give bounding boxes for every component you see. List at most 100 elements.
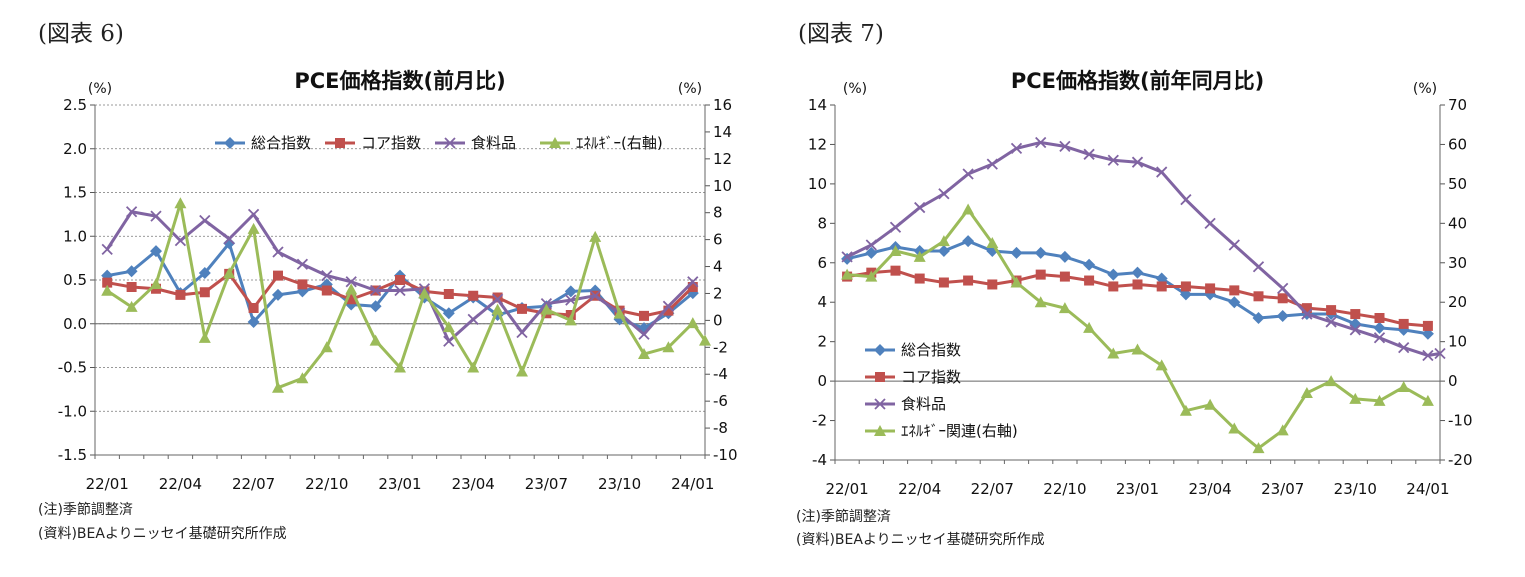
y-tick-label-right: 0	[1448, 372, 1458, 390]
y-tick-label-right: 40	[1448, 214, 1467, 232]
y-tick-label-left: -2	[812, 412, 827, 430]
data-point	[150, 278, 162, 290]
data-point	[442, 321, 455, 333]
data-point	[1058, 250, 1071, 263]
data-point	[963, 275, 974, 286]
data-point	[1229, 285, 1240, 296]
data-point	[174, 234, 187, 247]
y-tick-label-right: 2	[713, 284, 723, 302]
data-point	[1252, 261, 1265, 273]
data-point	[174, 197, 187, 209]
figure-label: (図表 6)	[38, 21, 124, 47]
data-point	[1132, 279, 1143, 290]
y-tick-label-left: 2.5	[63, 96, 87, 114]
data-point	[1276, 424, 1289, 436]
x-tick-label: 22/04	[159, 475, 202, 493]
data-point	[1155, 359, 1168, 371]
data-point	[1204, 217, 1216, 229]
x-tick-label: 22/01	[825, 480, 868, 498]
y-tick-label-right: 12	[713, 150, 732, 168]
data-point	[1083, 321, 1096, 333]
y-tick-label-left: -1.5	[58, 446, 87, 464]
x-tick-label: 23/10	[1334, 480, 1377, 498]
data-point	[102, 277, 113, 288]
data-point	[272, 381, 284, 393]
y-tick-label-right: 30	[1448, 254, 1467, 272]
data-point	[296, 372, 309, 384]
y-tick-label-left: 0.5	[63, 271, 87, 289]
data-point	[223, 267, 236, 279]
y-tick-label-left: -1.0	[58, 402, 87, 420]
data-point	[491, 303, 504, 315]
data-point	[467, 313, 479, 326]
data-point	[1301, 303, 1312, 314]
data-point	[1350, 309, 1361, 320]
data-point	[699, 334, 711, 346]
data-point	[418, 287, 431, 299]
data-point	[443, 289, 454, 299]
y-axis-unit-right: (%)	[1413, 81, 1437, 97]
data-point	[687, 282, 698, 292]
data-point	[841, 251, 853, 263]
data-point	[1083, 258, 1096, 271]
data-point	[1058, 302, 1071, 314]
legend-marker	[549, 137, 561, 148]
data-point	[1084, 275, 1095, 286]
y-tick-label-left: 10	[808, 175, 827, 193]
data-point	[247, 316, 260, 328]
x-tick-label: 22/07	[971, 480, 1014, 498]
data-point	[1325, 316, 1337, 328]
x-tick-label: 22/04	[898, 480, 941, 498]
data-point	[272, 246, 284, 258]
data-point	[938, 277, 949, 288]
data-point	[247, 222, 260, 234]
footnote-source: (資料)BEAよりニッセイ基礎研究所作成	[796, 532, 1045, 548]
data-point	[1228, 296, 1241, 309]
data-point	[1107, 154, 1119, 166]
data-point	[492, 292, 503, 303]
data-point	[986, 237, 999, 249]
data-point	[1180, 194, 1192, 206]
panel-left: (図表 6) PCE価格指数(前月比) (%) (%) 2.5 2.0 1.5 1.0 0.5…	[0, 0, 760, 577]
data-point	[1034, 246, 1047, 259]
data-point	[914, 273, 925, 284]
data-point	[442, 307, 455, 320]
data-point	[638, 328, 650, 340]
data-point	[516, 365, 528, 377]
data-point	[841, 268, 854, 280]
data-point	[1107, 347, 1120, 359]
data-point	[1326, 305, 1337, 316]
data-point	[491, 293, 504, 305]
data-point	[1131, 156, 1144, 168]
x-tick-label: 24/01	[1406, 480, 1449, 498]
legend-label: コア指数	[901, 368, 961, 386]
data-point	[1398, 318, 1409, 329]
legend-label: 総合指数	[251, 134, 311, 152]
data-point	[937, 244, 950, 257]
data-point	[1059, 271, 1070, 282]
x-tick-label: 22/01	[86, 475, 129, 493]
data-point	[1398, 341, 1410, 354]
x-tick-label: 23/10	[598, 475, 641, 493]
data-point	[687, 276, 699, 288]
data-point	[150, 210, 162, 222]
legend-marker	[874, 398, 886, 410]
data-point	[1180, 281, 1191, 292]
y-tick-label-left: 6	[817, 254, 827, 272]
y-tick-label-right: 6	[713, 231, 723, 249]
data-point	[394, 361, 406, 373]
data-point	[1422, 349, 1434, 362]
data-point	[1252, 442, 1265, 454]
y-tick-label-left: 2.0	[63, 140, 87, 158]
data-point	[589, 230, 602, 242]
x-tick-label: 22/10	[305, 475, 348, 493]
data-point	[1179, 404, 1192, 416]
data-point	[1373, 332, 1386, 344]
y-tick-label-right: -20	[1448, 451, 1473, 469]
data-point	[1228, 422, 1241, 434]
data-point	[1204, 398, 1217, 410]
data-point	[369, 284, 382, 297]
data-point	[1010, 142, 1023, 155]
data-point	[1349, 324, 1361, 336]
x-tick-label: 24/01	[671, 475, 714, 493]
